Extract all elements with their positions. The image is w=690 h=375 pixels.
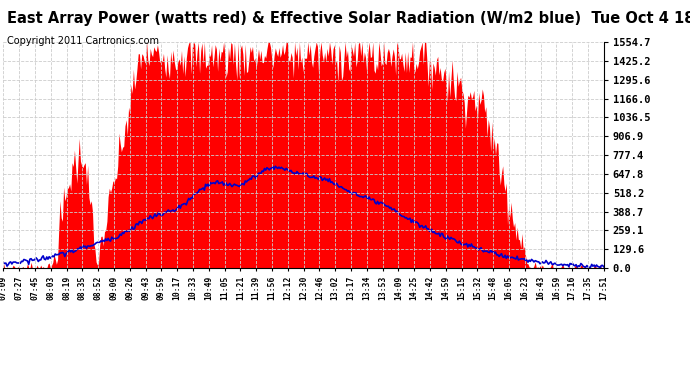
Text: Copyright 2011 Cartronics.com: Copyright 2011 Cartronics.com (7, 36, 159, 46)
Text: East Array Power (watts red) & Effective Solar Radiation (W/m2 blue)  Tue Oct 4 : East Array Power (watts red) & Effective… (7, 11, 690, 26)
